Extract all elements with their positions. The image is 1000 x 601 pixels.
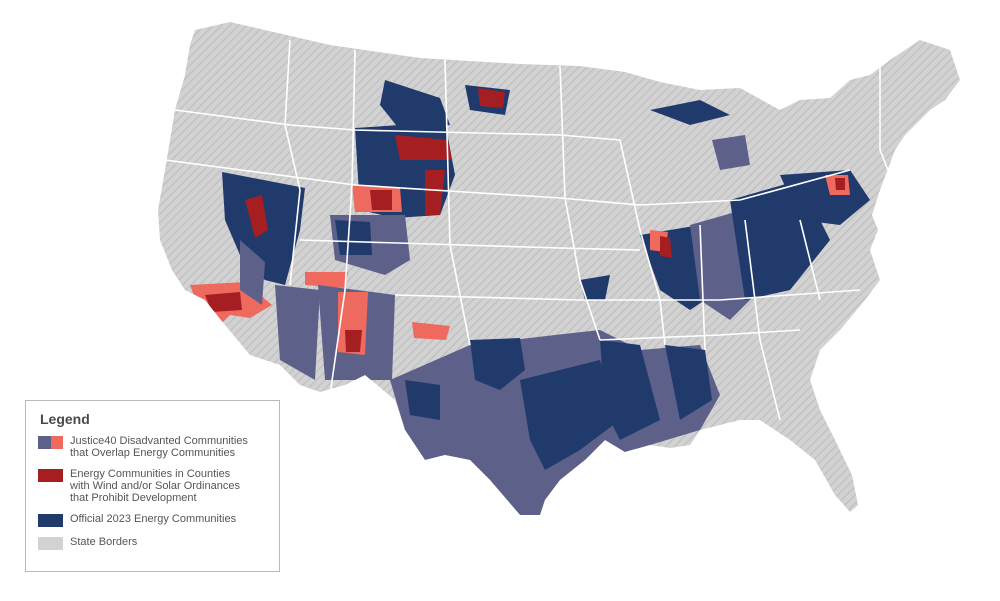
pennsylvania-prohibit — [835, 178, 845, 190]
utah-salmon-strip — [305, 272, 348, 288]
illinois-prohibit — [660, 236, 672, 258]
upper-michigan-energy — [650, 100, 730, 125]
legend-label: Energy Communities in Counties with Wind… — [70, 468, 240, 504]
legend-panel: Legend Justice40 Disadvanted Communities… — [25, 400, 280, 572]
legend-swatch — [38, 436, 63, 449]
legend-swatch — [38, 469, 63, 482]
wyoming-prohibit-band — [395, 135, 452, 160]
oklahoma-salmon-area — [412, 322, 450, 340]
legend-item: Justice40 Disadvanted Communities that O… — [38, 435, 267, 459]
legend-swatch — [38, 537, 63, 550]
legend-title: Legend — [40, 411, 90, 427]
new-mexico-prohibit-area — [345, 330, 362, 352]
north-dakota-prohibit — [478, 88, 505, 108]
legend-label: Official 2023 Energy Communities — [70, 513, 237, 525]
texas-east-energy — [520, 360, 620, 470]
missouri-energy — [580, 275, 610, 300]
west-texas-energy — [405, 380, 440, 420]
utah-energy-area — [335, 220, 372, 255]
wyoming-prohibit-strip — [425, 170, 445, 215]
mississippi-energy — [665, 345, 712, 420]
louisiana-energy — [600, 340, 660, 440]
nevada-south-justice — [240, 240, 265, 305]
overlays — [190, 80, 870, 515]
state-borders — [164, 39, 901, 421]
legend-items: Justice40 Disadvanted Communities that O… — [38, 435, 267, 550]
wyoming-prohibit-area — [370, 190, 392, 210]
legend-label: State Borders — [70, 536, 138, 548]
legend-item: Energy Communities in Counties with Wind… — [38, 468, 267, 504]
nevada-prohibit-area — [245, 195, 268, 238]
legend-item: Official 2023 Energy Communities — [38, 513, 267, 527]
legend-swatch — [38, 514, 63, 527]
arizona-justice-area — [275, 285, 320, 380]
legend-label: Justice40 Disadvanted Communities that O… — [70, 435, 248, 459]
california-prohibit-area — [205, 292, 242, 312]
michigan-justice — [712, 135, 750, 170]
texas-panhandle-energy — [470, 338, 525, 390]
legend-item: State Borders — [38, 536, 267, 550]
montana-energy-region — [380, 80, 450, 130]
